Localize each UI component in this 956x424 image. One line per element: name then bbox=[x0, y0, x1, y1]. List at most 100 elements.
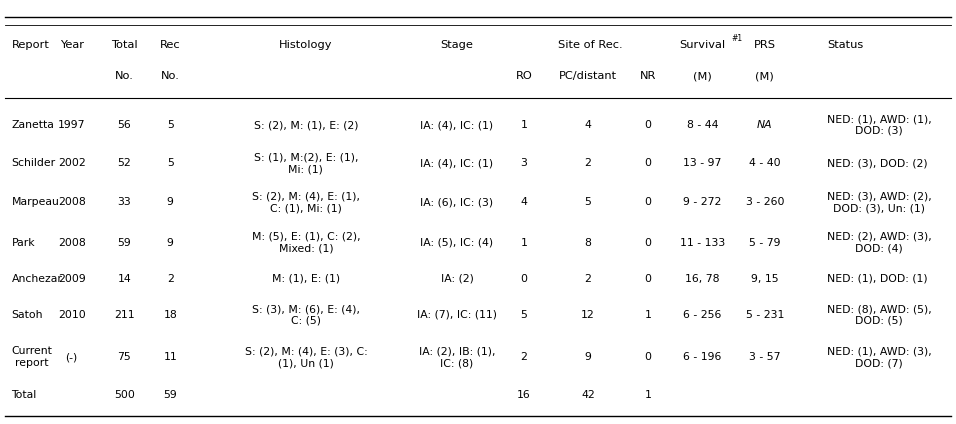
Text: NED: (2), AWD: (3),
DOD: (4): NED: (2), AWD: (3), DOD: (4) bbox=[827, 232, 932, 254]
Text: Marpeau: Marpeau bbox=[11, 198, 59, 207]
Text: Stage: Stage bbox=[441, 39, 473, 50]
Text: 3: 3 bbox=[520, 158, 528, 168]
Text: 2002: 2002 bbox=[57, 158, 86, 168]
Text: 1997: 1997 bbox=[58, 120, 85, 130]
Text: Satoh: Satoh bbox=[11, 310, 43, 320]
Text: IA: (4), IC: (1): IA: (4), IC: (1) bbox=[421, 158, 493, 168]
Text: Site of Rec.: Site of Rec. bbox=[558, 39, 623, 50]
Text: NED: (3), DOD: (2): NED: (3), DOD: (2) bbox=[827, 158, 927, 168]
Text: 8: 8 bbox=[584, 238, 592, 248]
Text: 59: 59 bbox=[163, 390, 177, 400]
Text: 59: 59 bbox=[118, 238, 131, 248]
Text: No.: No. bbox=[115, 71, 134, 81]
Text: NED: (3), AWD: (2),
DOD: (3), Un: (1): NED: (3), AWD: (2), DOD: (3), Un: (1) bbox=[827, 192, 932, 213]
Text: 5: 5 bbox=[166, 120, 174, 130]
Text: 0: 0 bbox=[520, 274, 528, 284]
Text: Total: Total bbox=[111, 39, 138, 50]
Text: NR: NR bbox=[640, 71, 657, 81]
Text: Total: Total bbox=[11, 390, 36, 400]
Text: Survival: Survival bbox=[680, 39, 726, 50]
Text: M: (5), E: (1), C: (2),
Mixed: (1): M: (5), E: (1), C: (2), Mixed: (1) bbox=[251, 232, 360, 254]
Text: 0: 0 bbox=[644, 120, 652, 130]
Text: (-): (-) bbox=[66, 352, 77, 362]
Text: 0: 0 bbox=[644, 238, 652, 248]
Text: IA: (4), IC: (1): IA: (4), IC: (1) bbox=[421, 120, 493, 130]
Text: PC/distant: PC/distant bbox=[559, 71, 617, 81]
Text: Year: Year bbox=[59, 39, 84, 50]
Text: 12: 12 bbox=[581, 310, 595, 320]
Text: 0: 0 bbox=[644, 274, 652, 284]
Text: 75: 75 bbox=[118, 352, 131, 362]
Text: PRS: PRS bbox=[753, 39, 776, 50]
Text: Rec: Rec bbox=[160, 39, 181, 50]
Text: Schilder: Schilder bbox=[11, 158, 55, 168]
Text: S: (3), M: (6), E: (4),
C: (5): S: (3), M: (6), E: (4), C: (5) bbox=[252, 304, 359, 326]
Text: 0: 0 bbox=[644, 158, 652, 168]
Text: 2008: 2008 bbox=[57, 198, 86, 207]
Text: 4: 4 bbox=[584, 120, 592, 130]
Text: 9, 15: 9, 15 bbox=[751, 274, 778, 284]
Text: S: (2), M: (1), E: (2): S: (2), M: (1), E: (2) bbox=[253, 120, 358, 130]
Text: 5: 5 bbox=[166, 158, 174, 168]
Text: (M): (M) bbox=[693, 71, 712, 81]
Text: 52: 52 bbox=[118, 158, 131, 168]
Text: Current
report: Current report bbox=[11, 346, 53, 368]
Text: IA: (6), IC: (3): IA: (6), IC: (3) bbox=[421, 198, 493, 207]
Text: NED: (8), AWD: (5),
DOD: (5): NED: (8), AWD: (5), DOD: (5) bbox=[827, 304, 932, 326]
Text: 16, 78: 16, 78 bbox=[685, 274, 720, 284]
Text: IA: (5), IC: (4): IA: (5), IC: (4) bbox=[421, 238, 493, 248]
Text: 3 - 57: 3 - 57 bbox=[750, 352, 780, 362]
Text: Anchezar: Anchezar bbox=[11, 274, 62, 284]
Text: Zanetta: Zanetta bbox=[11, 120, 54, 130]
Text: 11: 11 bbox=[163, 352, 177, 362]
Text: 5: 5 bbox=[584, 198, 592, 207]
Text: 2008: 2008 bbox=[57, 238, 86, 248]
Text: IA: (2), IB: (1),
IC: (8): IA: (2), IB: (1), IC: (8) bbox=[419, 346, 495, 368]
Text: 56: 56 bbox=[118, 120, 131, 130]
Text: RO: RO bbox=[515, 71, 532, 81]
Text: 211: 211 bbox=[114, 310, 135, 320]
Text: NED: (1), AWD: (1),
DOD: (3): NED: (1), AWD: (1), DOD: (3) bbox=[827, 114, 932, 136]
Text: 6 - 256: 6 - 256 bbox=[684, 310, 722, 320]
Text: 1: 1 bbox=[520, 238, 528, 248]
Text: 9: 9 bbox=[584, 352, 592, 362]
Text: 9 - 272: 9 - 272 bbox=[684, 198, 722, 207]
Text: 5 - 79: 5 - 79 bbox=[750, 238, 780, 248]
Text: 11 - 133: 11 - 133 bbox=[680, 238, 726, 248]
Text: 16: 16 bbox=[517, 390, 531, 400]
Text: 2: 2 bbox=[520, 352, 528, 362]
Text: 2: 2 bbox=[584, 274, 592, 284]
Text: 0: 0 bbox=[644, 352, 652, 362]
Text: S: (1), M:(2), E: (1),
Mi: (1): S: (1), M:(2), E: (1), Mi: (1) bbox=[253, 153, 358, 174]
Text: 4 - 40: 4 - 40 bbox=[749, 158, 781, 168]
Text: NED: (1), AWD: (3),
DOD: (7): NED: (1), AWD: (3), DOD: (7) bbox=[827, 346, 932, 368]
Text: No.: No. bbox=[161, 71, 180, 81]
Text: 1: 1 bbox=[644, 390, 652, 400]
Text: Report: Report bbox=[11, 39, 50, 50]
Text: 9: 9 bbox=[166, 238, 174, 248]
Text: Histology: Histology bbox=[279, 39, 333, 50]
Text: NED: (1), DOD: (1): NED: (1), DOD: (1) bbox=[827, 274, 927, 284]
Text: 5: 5 bbox=[520, 310, 528, 320]
Text: 500: 500 bbox=[114, 390, 135, 400]
Text: Park: Park bbox=[11, 238, 35, 248]
Text: 2: 2 bbox=[584, 158, 592, 168]
Text: 5 - 231: 5 - 231 bbox=[746, 310, 784, 320]
Text: (M): (M) bbox=[755, 71, 774, 81]
Text: 18: 18 bbox=[163, 310, 177, 320]
Text: 2010: 2010 bbox=[57, 310, 86, 320]
Text: Status: Status bbox=[827, 39, 863, 50]
Text: IA: (2): IA: (2) bbox=[441, 274, 473, 284]
Text: 13 - 97: 13 - 97 bbox=[684, 158, 722, 168]
Text: 6 - 196: 6 - 196 bbox=[684, 352, 722, 362]
Text: IA: (7), IC: (11): IA: (7), IC: (11) bbox=[417, 310, 497, 320]
Text: M: (1), E: (1): M: (1), E: (1) bbox=[272, 274, 340, 284]
Text: 2009: 2009 bbox=[57, 274, 86, 284]
Text: 14: 14 bbox=[118, 274, 131, 284]
Text: #1: #1 bbox=[731, 34, 743, 43]
Text: 8 - 44: 8 - 44 bbox=[687, 120, 718, 130]
Text: 1: 1 bbox=[644, 310, 652, 320]
Text: 2: 2 bbox=[166, 274, 174, 284]
Text: 3 - 260: 3 - 260 bbox=[746, 198, 784, 207]
Text: 33: 33 bbox=[118, 198, 131, 207]
